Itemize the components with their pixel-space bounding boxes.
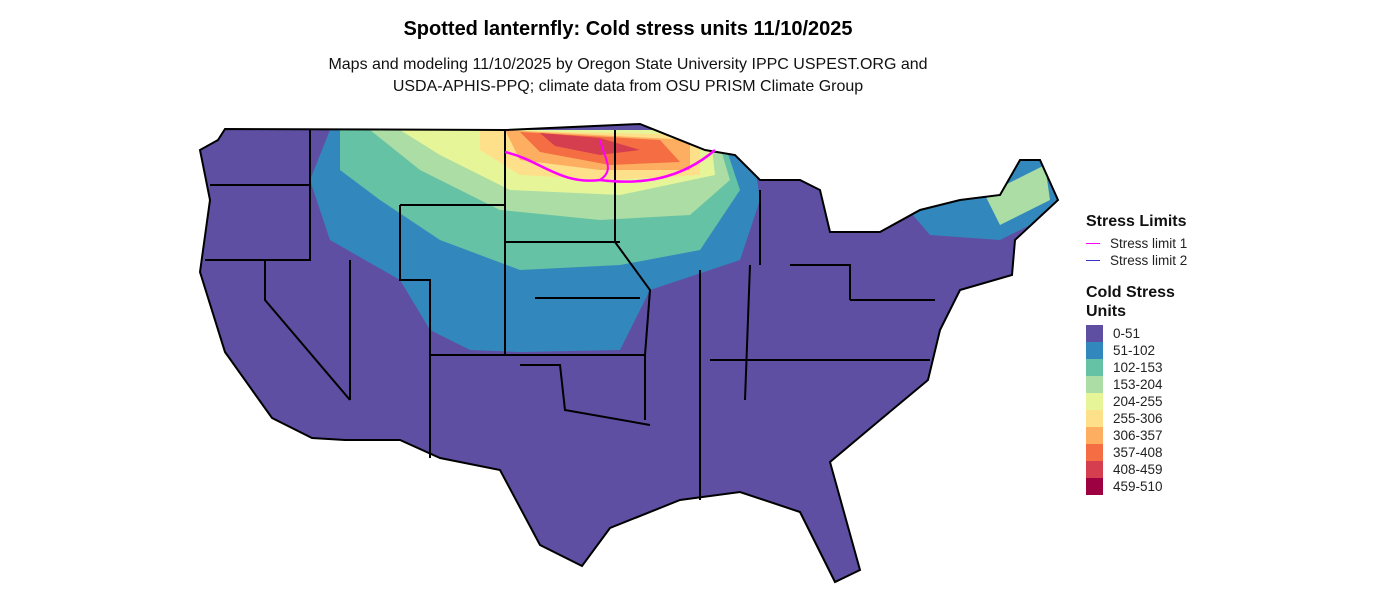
legend-label: Stress limit 1 — [1110, 236, 1188, 251]
legend-class-label: 408-459 — [1113, 462, 1163, 477]
legend-swatch — [1086, 359, 1103, 376]
legend-class-153-204: 153-204 — [1086, 376, 1163, 393]
us-outline — [198, 122, 1060, 584]
stress-limit-1-contour-b — [599, 139, 609, 181]
legend-stress-limit-2: Stress limit 2 — [1086, 253, 1187, 268]
stress-limits-legend-title: Stress Limits — [1086, 213, 1187, 230]
legend-class-51-102: 51-102 — [1086, 342, 1155, 359]
legend-class-label: 0-51 — [1113, 326, 1141, 341]
legend-class-357-408: 357-408 — [1086, 444, 1163, 461]
legend-stress-limit-1: Stress limit 1 — [1086, 236, 1187, 251]
legend-class-204-255: 204-255 — [1086, 393, 1163, 410]
map-title: Spotted lanternfly: Cold stress units 11… — [403, 18, 853, 40]
legend-class-label: 153-204 — [1113, 377, 1163, 392]
legend-class-label: 204-255 — [1113, 394, 1163, 409]
legend-class-label: 459-510 — [1113, 479, 1163, 494]
legend-class-label: 357-408 — [1113, 445, 1163, 460]
legend-class-408-459: 408-459 — [1086, 461, 1163, 478]
map-subtitle-line1: Maps and modeling 11/10/2025 by Oregon S… — [328, 56, 928, 73]
legend-class-label: 102-153 — [1113, 360, 1163, 375]
legend-class-102-153: 102-153 — [1086, 359, 1163, 376]
legend-swatch — [1086, 427, 1103, 444]
legend-class-label: 255-306 — [1113, 411, 1163, 426]
cold-stress-legend-title: Cold Stress Units — [1086, 284, 1175, 320]
map-subtitle-line2: USDA-APHIS-PPQ; climate data from OSU PR… — [392, 78, 864, 95]
legend-class-255-306: 255-306 — [1086, 410, 1163, 427]
legend-class-label: 306-357 — [1113, 428, 1163, 443]
legend-class-459-510: 459-510 — [1086, 478, 1163, 495]
legend-swatch — [1086, 342, 1103, 359]
legend-swatch — [1086, 478, 1103, 495]
legend-class-0-51: 0-51 — [1086, 325, 1140, 342]
legend-swatch — [1086, 410, 1103, 427]
zone-153-204-ne — [985, 165, 1050, 225]
legend-swatch — [1086, 461, 1103, 478]
legend-swatch — [1086, 444, 1103, 461]
legend-swatch — [1086, 393, 1103, 410]
state-borders — [205, 130, 935, 500]
legend-class-label: 51-102 — [1113, 343, 1156, 358]
legend-swatch — [1086, 376, 1103, 393]
legend-label: Stress limit 2 — [1110, 253, 1188, 268]
legend-swatch — [1086, 325, 1103, 342]
legend-class-306-357: 306-357 — [1086, 427, 1163, 444]
